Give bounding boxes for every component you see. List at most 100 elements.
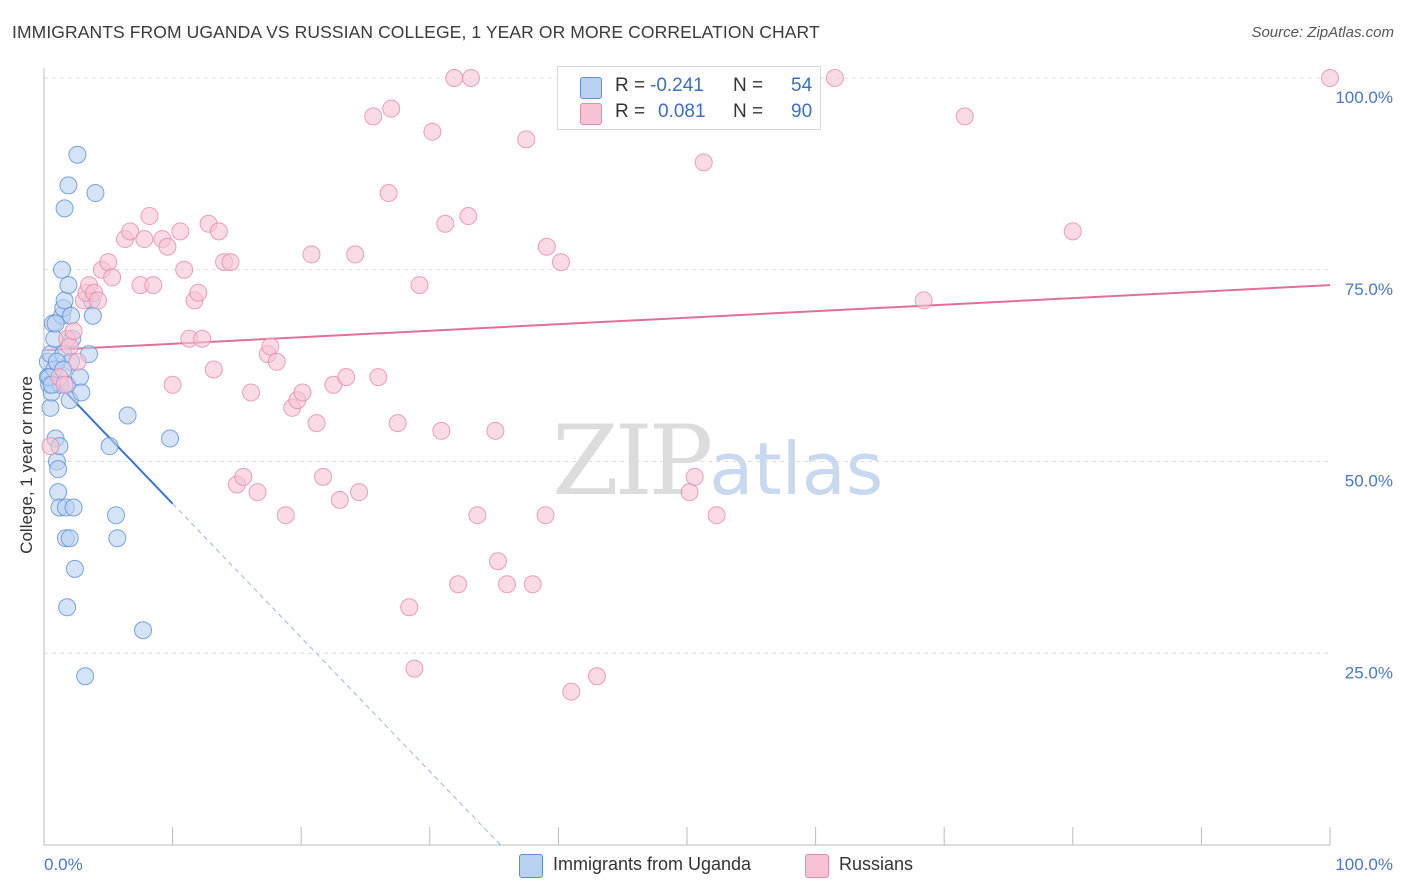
data-point	[86, 184, 105, 203]
data-point	[58, 598, 77, 617]
data-point	[100, 437, 119, 456]
data-point	[914, 291, 933, 310]
data-point	[144, 276, 163, 295]
data-point	[551, 253, 570, 272]
data-point	[242, 383, 261, 402]
data-point	[261, 337, 280, 356]
chart-title: IMMIGRANTS FROM UGANDA VS RUSSIAN COLLEG…	[12, 22, 820, 42]
tick-labels: 25.0% 50.0% 75.0% 100.0% 0.0% 100.0%	[44, 88, 1393, 874]
uganda-swatch	[580, 77, 602, 99]
data-point	[825, 69, 844, 87]
data-point	[140, 207, 159, 226]
grid	[44, 77, 1330, 654]
data-point	[432, 421, 451, 440]
data-point	[587, 667, 606, 686]
data-point	[337, 368, 356, 387]
data-point	[314, 467, 333, 486]
x-tick-label: 100.0%	[1335, 855, 1393, 874]
data-point	[46, 314, 65, 333]
data-point	[405, 659, 424, 678]
data-point	[517, 130, 536, 149]
data-point	[118, 406, 137, 425]
trendline-russians	[43, 284, 1331, 352]
series-uganda	[38, 145, 180, 686]
data-point	[1321, 69, 1339, 87]
data-point	[536, 506, 555, 525]
legend-label: Russians	[839, 854, 914, 874]
data-point	[64, 498, 83, 517]
stats-legend: R = -0.241 N = 54 R = 0.081 N = 90	[557, 66, 821, 130]
y-tick-label: 25.0%	[1345, 663, 1393, 682]
data-points	[38, 69, 1339, 701]
data-point	[694, 153, 713, 172]
data-point	[523, 575, 542, 594]
data-point	[65, 559, 84, 578]
data-point	[99, 253, 118, 272]
data-point	[193, 329, 212, 348]
data-point	[486, 421, 505, 440]
data-point	[234, 467, 253, 486]
data-point	[189, 283, 208, 302]
data-point	[497, 575, 516, 594]
data-point	[209, 222, 228, 241]
data-point	[350, 483, 369, 502]
data-point	[108, 529, 127, 548]
data-point	[449, 575, 468, 594]
trendlines	[43, 284, 1331, 846]
r-value: -0.241	[650, 75, 704, 96]
legend-label: Immigrants from Uganda	[553, 854, 752, 874]
data-point	[400, 598, 419, 617]
data-point	[537, 237, 556, 256]
y-tick-label: 50.0%	[1345, 472, 1393, 491]
r-label: R =	[615, 101, 646, 122]
data-point	[293, 383, 312, 402]
data-point	[562, 682, 581, 701]
data-point	[41, 398, 60, 417]
data-point	[267, 352, 286, 371]
data-point	[72, 383, 91, 402]
data-point	[59, 276, 78, 295]
data-point	[955, 107, 974, 126]
data-point	[53, 260, 72, 279]
r-label: R =	[615, 75, 646, 96]
data-point	[459, 207, 478, 226]
data-point	[55, 291, 74, 310]
axes	[43, 68, 1331, 846]
data-point	[60, 337, 79, 356]
y-tick-label: 100.0%	[1335, 88, 1393, 107]
data-point	[221, 253, 240, 272]
data-point	[388, 414, 407, 433]
data-point	[163, 375, 182, 394]
data-point	[41, 437, 60, 456]
data-point	[680, 483, 699, 502]
data-point	[121, 222, 140, 241]
uganda-legend-swatch	[519, 854, 543, 878]
y-tick-label: 75.0%	[1345, 280, 1393, 299]
data-point	[382, 99, 401, 118]
data-point	[135, 230, 154, 249]
data-point	[1063, 222, 1082, 241]
data-point	[107, 506, 126, 525]
data-point	[76, 667, 95, 686]
data-point	[461, 69, 480, 87]
n-value: 90	[791, 101, 813, 122]
data-point	[330, 490, 349, 509]
data-point	[276, 506, 295, 525]
data-point	[55, 375, 74, 394]
russians-swatch	[580, 103, 602, 125]
data-point	[60, 529, 79, 548]
data-point	[302, 245, 321, 264]
data-point	[49, 460, 68, 479]
data-point	[379, 184, 398, 203]
series-russians	[41, 69, 1339, 701]
data-point	[248, 483, 267, 502]
data-point	[134, 621, 153, 640]
n-value: 54	[791, 75, 813, 96]
data-point	[171, 222, 190, 241]
data-point	[68, 352, 87, 371]
n-label: N =	[733, 101, 764, 122]
data-point	[423, 122, 442, 141]
data-point	[369, 368, 388, 387]
data-point	[175, 260, 194, 279]
